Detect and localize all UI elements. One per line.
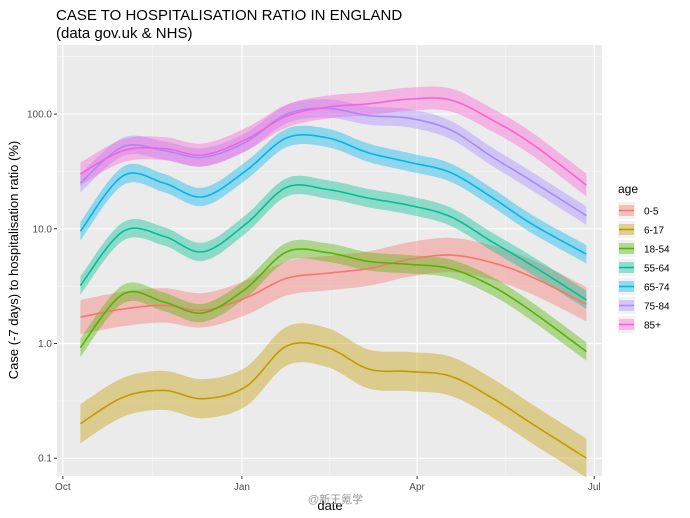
series-line-85+ <box>79 97 587 186</box>
x-axis-ticks: Oct Jan Apr Jul <box>55 476 601 493</box>
x-tick-label: Oct <box>55 482 71 493</box>
x-tick-label: Jan <box>234 482 250 493</box>
legend-label-0-5: 0-5 <box>644 207 659 218</box>
chart-subtitle: (data gov.uk & NHS) <box>56 25 192 42</box>
legend-label-18-54: 18-54 <box>644 245 670 256</box>
legend: age 0-5 6-17 18-54 55-64 65-74 75-84 85+ <box>618 182 670 333</box>
x-tick-label: Jul <box>588 482 601 493</box>
x-tick-label: Apr <box>409 482 425 493</box>
band-18-54 <box>80 239 587 361</box>
band-75-84 <box>80 99 587 225</box>
y-axis-title: Case (-7 days) to hospitalisation ratio … <box>6 141 21 379</box>
series-line-55-64 <box>79 184 587 301</box>
x-axis-title: date <box>317 498 342 513</box>
band-85+ <box>80 86 587 197</box>
watermark: @新王氪学 <box>308 492 363 506</box>
series-line-65-74 <box>79 134 587 255</box>
grid-minor <box>57 45 602 476</box>
grid-major <box>57 45 602 476</box>
band-55-64 <box>80 175 587 310</box>
y-tick-label: 0.1 <box>38 454 52 465</box>
legend-label-85+: 85+ <box>644 321 661 332</box>
series-line-6-17 <box>79 341 587 459</box>
y-tick-label: 1.0 <box>38 339 52 350</box>
legend-title: age <box>618 182 638 196</box>
legend-label-75-84: 75-84 <box>644 302 670 313</box>
y-axis-ticks: 0.1 1.0 10.0 100.0 <box>27 110 57 465</box>
series-line-75-84 <box>79 107 587 217</box>
series-line-0-5 <box>80 254 587 318</box>
legend-label-55-64: 55-64 <box>644 264 670 275</box>
series-lines <box>79 97 587 459</box>
band-6-17 <box>80 323 587 478</box>
chart-title: CASE TO HOSPITALISATION RATIO IN ENGLAND <box>56 7 402 24</box>
legend-label-65-74: 65-74 <box>644 283 670 294</box>
legend-label-6-17: 6-17 <box>644 226 664 237</box>
y-tick-label: 10.0 <box>33 224 53 235</box>
series-line-18-54 <box>79 248 587 353</box>
y-tick-label: 100.0 <box>27 110 52 121</box>
band-65-74 <box>80 125 587 264</box>
